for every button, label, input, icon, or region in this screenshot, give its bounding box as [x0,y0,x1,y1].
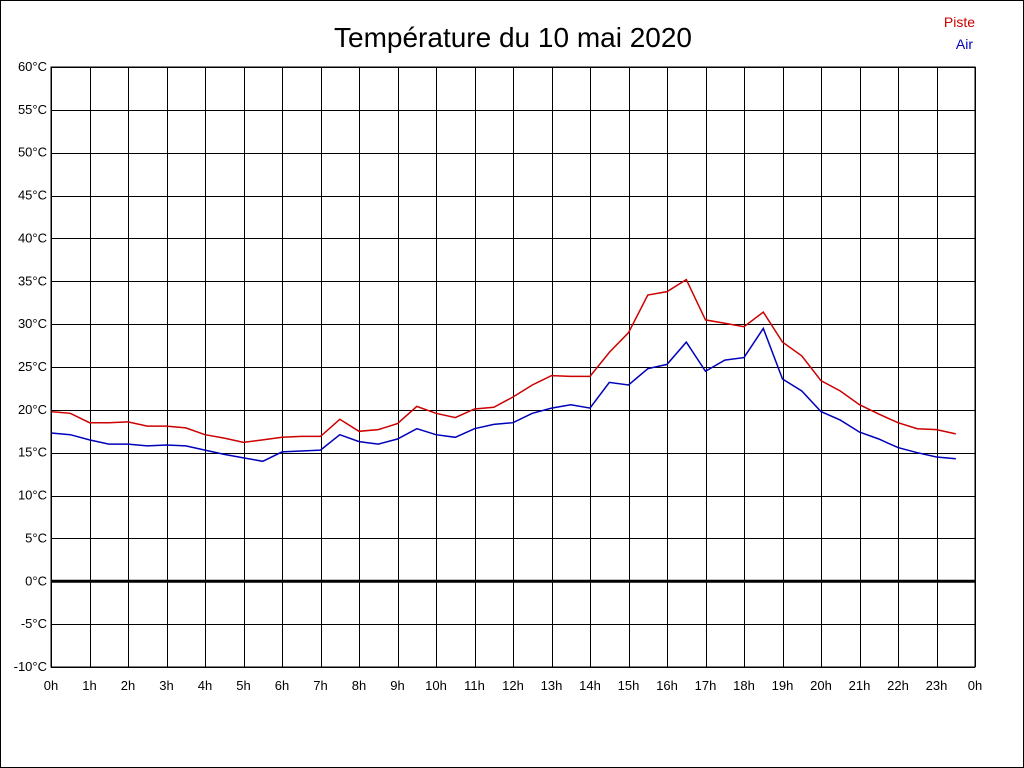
grid [51,67,976,668]
y-tick-label: 50°C [18,145,47,160]
x-tick-label: 11h [464,678,485,693]
x-tick-label: 0h [44,678,58,693]
y-tick-label: -10°C [14,659,47,674]
x-tick-label: 14h [579,678,601,693]
y-tick-label: 0°C [25,573,47,588]
x-tick-label: 0h [968,678,982,693]
x-tick-label: 6h [275,678,289,693]
y-axis-ticks: 60°C 55°C 50°C 45°C 40°C 35°C 30°C 25°C 20°C 15°C… [14,59,47,674]
y-tick-label: 5°C [25,530,47,545]
x-tick-label: 1h [82,678,96,693]
x-tick-label: 19h [772,678,794,693]
x-axis-ticks: 0h 1h 2h 3h 4h 5h 6h 7h 8h 9h 10h 11h 12h 13h 14h 15h 16… [44,678,982,693]
y-tick-label: 35°C [18,273,47,288]
x-tick-label: 9h [390,678,404,693]
x-tick-label: 4h [198,678,212,693]
x-tick-label: 20h [810,678,832,693]
series-line-air [50,326,956,463]
x-tick-label: 12h [502,678,524,693]
legend-entry-piste: Piste [944,14,975,30]
y-tick-label: 45°C [18,188,47,203]
plot-border [50,66,976,668]
chart-title: Température du 10 mai 2020 [334,22,692,53]
x-tick-label: 21h [849,678,871,693]
x-tick-label: 5h [236,678,250,693]
y-tick-label: 40°C [18,230,47,245]
x-tick-label: 2h [121,678,135,693]
y-tick-label: 55°C [18,102,47,117]
series-line-piste [50,278,956,444]
x-tick-label: 16h [656,678,678,693]
y-tick-label: 10°C [18,488,47,503]
x-tick-label: 18h [733,678,755,693]
y-tick-label: -5°C [21,616,47,631]
y-tick-label: 25°C [18,359,47,374]
x-tick-label: 15h [618,678,640,693]
y-tick-label: 20°C [18,402,47,417]
x-tick-label: 3h [159,678,173,693]
y-tick-label: 60°C [18,59,47,74]
x-tick-label: 17h [695,678,717,693]
series-group [50,278,956,463]
x-tick-label: 10h [425,678,447,693]
y-tick-label: 30°C [18,316,47,331]
x-tick-label: 7h [313,678,327,693]
x-tick-label: 22h [887,678,909,693]
x-tick-label: 23h [926,678,948,693]
y-tick-label: 15°C [18,445,47,460]
x-tick-label: 8h [352,678,366,693]
x-tick-label: 13h [541,678,563,693]
legend-entry-air: Air [956,36,973,52]
